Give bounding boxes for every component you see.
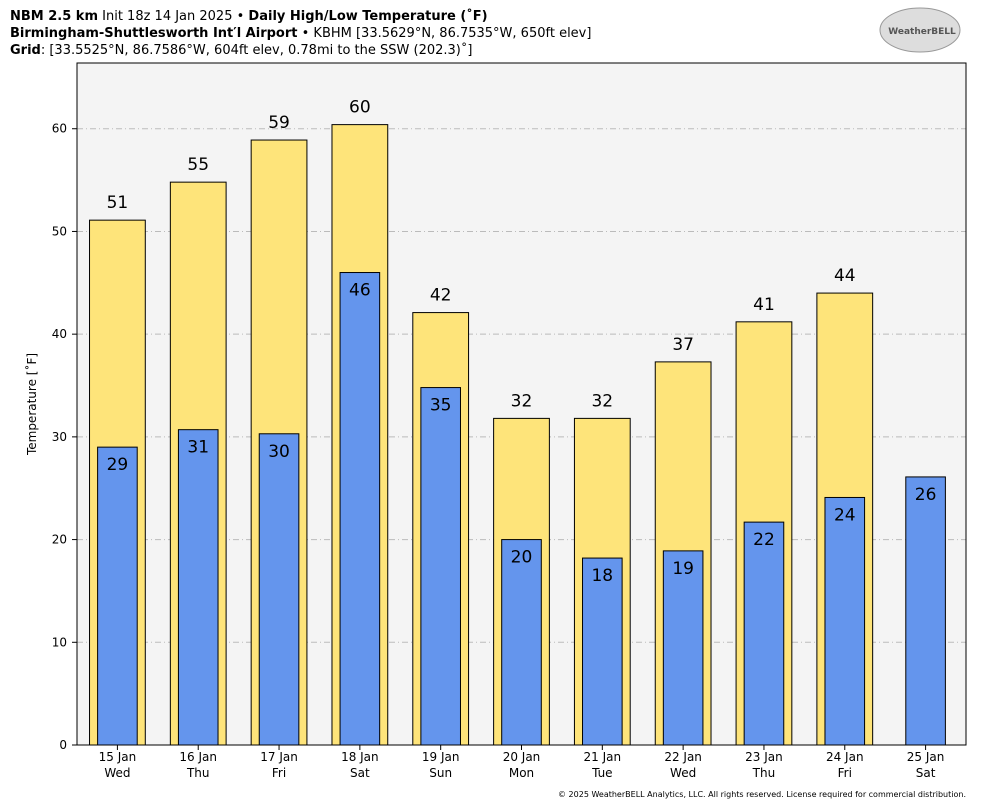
data-label: 29 — [107, 455, 129, 475]
bar — [824, 496, 866, 746]
data-label: 26 — [915, 485, 937, 505]
title-text: Init 18z 14 Jan 2025 • — [98, 9, 248, 24]
x-tick-label: 25 Jan — [907, 750, 945, 764]
station-name: Birmingham-Shuttlesworth Int′l Airport — [10, 26, 297, 41]
x-tick-sublabel: Fri — [838, 766, 852, 780]
x-tick-label: 18 Jan — [341, 750, 379, 764]
data-label: 42 — [430, 286, 452, 306]
bar — [743, 521, 785, 746]
y-tick-label: 20 — [52, 533, 67, 547]
bar — [662, 550, 704, 746]
data-label: 32 — [511, 391, 533, 411]
x-tick-sublabel: Sat — [350, 766, 370, 780]
data-label: 20 — [511, 548, 533, 568]
data-label: 22 — [753, 530, 775, 550]
data-label: 30 — [268, 442, 290, 462]
plot-area — [76, 62, 967, 746]
header-line: Birmingham-Shuttlesworth Int′l Airport •… — [10, 26, 591, 41]
copyright: © 2025 WeatherBELL Analytics, LLC. All r… — [558, 790, 966, 799]
y-tick-label: 30 — [52, 430, 67, 444]
x-tick-label: 22 Jan — [664, 750, 702, 764]
y-tick-label: 0 — [59, 738, 67, 752]
bar — [582, 557, 623, 746]
header-line: Grid: [33.5525°N, 86.7586°W, 604ft elev,… — [10, 42, 472, 58]
y-axis-label: Temperature [˚F] — [24, 353, 39, 456]
x-tick-label: 15 Jan — [99, 750, 137, 764]
x-tick-sublabel: Thu — [186, 766, 210, 780]
x-tick-label: 16 Jan — [179, 750, 217, 764]
bar — [501, 539, 542, 746]
x-tick-sublabel: Wed — [104, 766, 130, 780]
x-tick-sublabel: Mon — [509, 766, 534, 780]
bar — [339, 272, 381, 746]
x-tick-sublabel: Tue — [591, 766, 613, 780]
x-tick-sublabel: Wed — [670, 766, 696, 780]
data-label: 19 — [672, 559, 694, 579]
data-label: 31 — [187, 438, 209, 458]
data-label: 51 — [107, 193, 129, 213]
title-bold: NBM 2.5 km — [10, 9, 98, 24]
data-label: 60 — [349, 98, 371, 118]
x-tick-sublabel: Sat — [916, 766, 936, 780]
data-label: 55 — [187, 155, 209, 175]
x-tick-sublabel: Thu — [752, 766, 776, 780]
x-tick-sublabel: Sun — [429, 766, 452, 780]
logo-swirl — [879, 7, 961, 53]
logo: WeatherBELL — [888, 27, 956, 37]
x-tick-sublabel: Fri — [272, 766, 286, 780]
x-tick-label: 19 Jan — [422, 750, 460, 764]
data-label: 46 — [349, 281, 371, 301]
station-info: • KBHM [33.5629°N, 86.7535°W, 650ft elev… — [297, 26, 591, 41]
x-tick-label: 17 Jan — [260, 750, 298, 764]
x-tick-label: 23 Jan — [745, 750, 783, 764]
header-line: NBM 2.5 km Init 18z 14 Jan 2025 • Daily … — [10, 8, 488, 24]
y-tick-label: 10 — [52, 635, 67, 649]
bar — [97, 446, 138, 746]
x-tick-label: 24 Jan — [826, 750, 864, 764]
bar — [258, 433, 300, 746]
data-label: 41 — [753, 295, 775, 315]
x-tick-label: 20 Jan — [503, 750, 541, 764]
data-label: 32 — [591, 391, 613, 411]
grid-title: Grid — [10, 43, 41, 58]
data-label: 18 — [591, 566, 613, 586]
grid-info: : [33.5525°N, 86.7586°W, 604ft elev, 0.7… — [41, 42, 473, 58]
y-tick-label: 60 — [52, 122, 67, 136]
data-label: 35 — [430, 396, 452, 416]
title-bold: Daily High/Low Temperature (˚F) — [248, 8, 487, 24]
x-tick-label: 21 Jan — [584, 750, 622, 764]
y-tick-label: 40 — [52, 327, 67, 341]
data-label: 37 — [672, 335, 694, 355]
data-label: 44 — [834, 266, 856, 286]
data-label: 59 — [268, 113, 290, 133]
y-tick-label: 50 — [52, 224, 67, 238]
bar — [905, 476, 946, 746]
bar — [420, 387, 461, 746]
data-label: 24 — [834, 505, 856, 525]
bar — [177, 429, 219, 746]
